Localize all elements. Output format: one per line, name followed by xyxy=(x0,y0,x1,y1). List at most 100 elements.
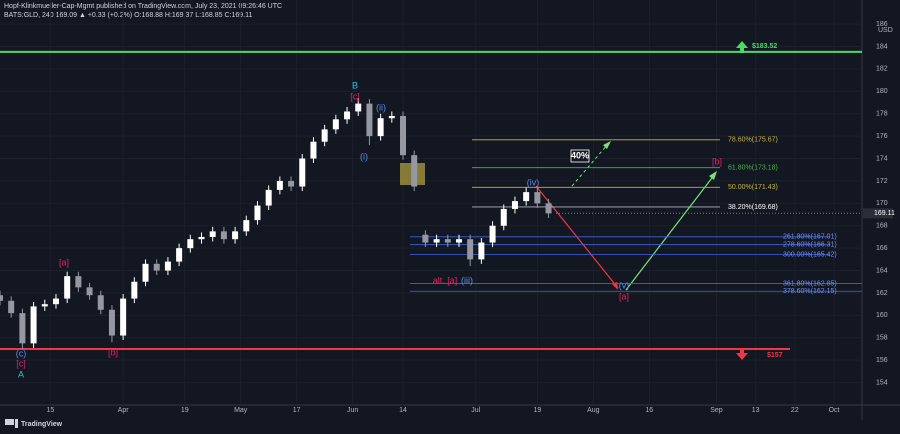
y-tick-label: 158 xyxy=(876,335,888,342)
dashed-arrow-head xyxy=(603,141,611,149)
y-tick-label: 160 xyxy=(876,312,888,319)
last-price-label: 169.11 xyxy=(874,210,895,217)
x-tick-label: 22 xyxy=(791,407,799,414)
candle-body xyxy=(232,231,239,240)
candle-body xyxy=(478,242,485,260)
candle-body xyxy=(97,295,104,310)
candle-body xyxy=(545,203,552,214)
red-arrow-head xyxy=(612,282,618,290)
candle-body xyxy=(75,276,82,288)
y-tick-label: 184 xyxy=(876,43,888,50)
candle-body xyxy=(321,129,328,142)
candle-body xyxy=(52,298,59,305)
y-tick-label: 174 xyxy=(876,155,888,162)
fib-label: 361.80%(162.85) xyxy=(783,280,837,287)
candle-body xyxy=(388,115,395,119)
level-label: $183.52 xyxy=(752,43,777,50)
candle-body xyxy=(209,231,216,237)
x-tick-label: 14 xyxy=(399,407,407,414)
candle-body xyxy=(19,313,26,344)
candle-body xyxy=(131,281,138,299)
candle-body xyxy=(120,298,127,336)
brand: TradingView xyxy=(21,421,63,428)
candle-body xyxy=(444,239,451,243)
y-tick-label: 166 xyxy=(876,245,888,252)
x-tick-label: 16 xyxy=(645,407,653,414)
y-tick-label: 154 xyxy=(876,379,888,386)
wave-label: [a] xyxy=(619,291,629,301)
candle-body xyxy=(422,234,429,243)
candle-body xyxy=(377,118,384,137)
wave-label: (i) xyxy=(360,151,368,161)
green-arrow xyxy=(625,173,716,291)
candle-body xyxy=(534,192,541,204)
wave-label: (v) xyxy=(619,280,630,290)
candle-body xyxy=(265,189,272,206)
x-tick-label: Jun xyxy=(347,407,358,414)
fib-label: 61.80%(173.18) xyxy=(728,165,778,172)
x-tick-label: 19 xyxy=(533,407,541,414)
wave-label: [a] xyxy=(59,257,69,267)
candle-body xyxy=(400,115,407,156)
candle-body xyxy=(455,239,462,243)
x-tick-label: 15 xyxy=(46,407,54,414)
level-label: $157 xyxy=(767,352,783,359)
x-tick-label: Oct xyxy=(829,407,840,414)
y-tick-label: 186 xyxy=(876,21,888,28)
wave-label: [c] xyxy=(16,358,26,368)
y-tick-label: 170 xyxy=(876,200,888,207)
candle-body xyxy=(108,309,115,336)
candle-body xyxy=(366,103,373,137)
symbol-line: BATS:GLD, 240 169.09 ▲ +0.33 (+0.2%) O:1… xyxy=(4,12,252,19)
fib-label: 38.20%(169.68) xyxy=(728,204,778,211)
x-tick-label: Jul xyxy=(471,407,480,414)
wave-label: 40% xyxy=(571,150,589,160)
currency: USD xyxy=(878,27,893,34)
wave-label: [b] xyxy=(108,347,118,357)
wave-label: alt. [a] xyxy=(433,275,458,285)
y-tick-label: 176 xyxy=(876,133,888,140)
wave-label: [b] xyxy=(712,156,722,166)
fib-label: 78.60%(175.67) xyxy=(728,137,778,144)
candle-body xyxy=(332,119,339,130)
candle-body xyxy=(310,141,317,159)
candle-body xyxy=(187,239,194,249)
candle-body xyxy=(523,192,530,202)
last-price-tag xyxy=(863,208,893,219)
wave-label: (iv) xyxy=(527,177,540,187)
candle-body xyxy=(8,300,15,314)
candle-body xyxy=(288,180,295,187)
x-tick-label: May xyxy=(234,407,248,414)
wave-label: (iii) xyxy=(461,275,473,285)
y-tick-label: 182 xyxy=(876,66,888,73)
candle-body xyxy=(164,261,171,271)
candle-body xyxy=(198,236,205,240)
x-tick-label: 17 xyxy=(293,407,301,414)
y-tick-label: 172 xyxy=(876,178,888,185)
candle-body xyxy=(500,208,507,226)
candle-body xyxy=(41,304,48,307)
x-tick-label: Sep xyxy=(710,407,723,414)
wave-label: [c] xyxy=(350,91,360,101)
label-box xyxy=(570,149,590,163)
candle-body xyxy=(86,287,93,296)
candle-body xyxy=(355,103,362,112)
wave-label: (c) xyxy=(16,348,27,358)
candle-body xyxy=(0,295,3,301)
y-tick-label: 162 xyxy=(876,290,888,297)
x-tick-label: Aug xyxy=(587,407,600,414)
candle-body xyxy=(467,239,474,260)
candle-body xyxy=(489,225,496,243)
candle-body xyxy=(142,263,149,282)
candle-body xyxy=(276,180,283,190)
candle-body xyxy=(411,155,418,187)
candle-body xyxy=(254,205,261,221)
wave-label: (ii) xyxy=(376,102,386,112)
fib-label: 50.00%(171.43) xyxy=(728,184,778,191)
fib-label: 300.00%(165.42) xyxy=(783,251,837,258)
candle-body xyxy=(243,220,250,232)
up-arrow-icon xyxy=(736,41,748,53)
x-tick-label: 19 xyxy=(181,407,189,414)
wave-label: B xyxy=(352,80,358,90)
